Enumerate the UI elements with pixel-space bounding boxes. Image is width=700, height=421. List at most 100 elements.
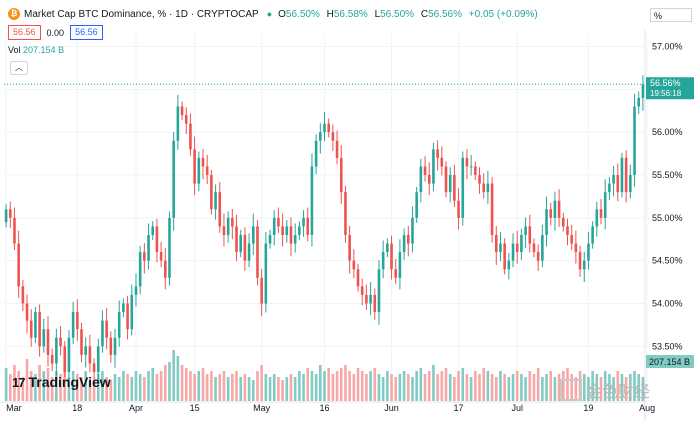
- volume-bar: [352, 374, 356, 401]
- volume-bar: [147, 371, 150, 401]
- candle: [331, 132, 335, 141]
- volume-bar: [616, 371, 620, 401]
- scale-mode-field[interactable]: %: [650, 8, 692, 22]
- candle: [327, 123, 330, 133]
- volume-bar: [210, 371, 213, 401]
- volume-bar: [256, 371, 259, 401]
- candle: [184, 115, 188, 124]
- volume-bar: [528, 371, 532, 401]
- volume-bar: [189, 371, 192, 401]
- volume-bar: [532, 374, 536, 401]
- candle: [260, 277, 263, 304]
- volume-bar: [101, 371, 104, 401]
- volume-bar: [314, 374, 318, 401]
- volume-bar: [268, 377, 272, 401]
- volume-bar: [356, 368, 360, 401]
- candle: [159, 252, 163, 261]
- collapse-legend-button[interactable]: ︿: [10, 61, 28, 75]
- market-status-dot-icon: ●: [266, 9, 273, 19]
- volume-bar: [562, 371, 565, 401]
- candle: [608, 183, 611, 193]
- candle: [591, 226, 594, 244]
- candle: [507, 260, 511, 270]
- jinse-watermark: 金色财经: [560, 378, 650, 402]
- buy-button[interactable]: 56.56: [70, 25, 103, 40]
- x-tick-label: Mar: [6, 403, 22, 413]
- volume-bar: [557, 374, 561, 401]
- volume-bar: [277, 377, 280, 401]
- volume-bar: [344, 365, 347, 401]
- volume-bar: [126, 374, 129, 401]
- candle: [80, 329, 83, 355]
- volume-bar: [545, 374, 548, 401]
- bitcoin-logo-icon: ₿: [8, 8, 20, 20]
- volume-bar: [503, 374, 506, 401]
- volume-bar: [549, 371, 553, 401]
- candle: [566, 226, 569, 235]
- candle: [511, 243, 515, 261]
- candle: [398, 252, 402, 278]
- volume-bar: [603, 371, 607, 401]
- volume-bar: [197, 371, 201, 401]
- candle: [532, 243, 536, 253]
- volume-bar: [494, 377, 498, 401]
- volume-bar: [34, 374, 37, 401]
- volume-bar: [553, 377, 557, 401]
- candle: [599, 209, 603, 218]
- candle: [268, 234, 272, 244]
- candle: [620, 157, 624, 193]
- volume-bar: [348, 371, 351, 401]
- volume-bar: [394, 377, 398, 401]
- candle: [549, 209, 553, 218]
- candle: [381, 252, 385, 270]
- candle: [402, 234, 406, 253]
- candle: [582, 260, 586, 270]
- volume-bar: [624, 377, 628, 401]
- candle: [440, 157, 444, 167]
- volume-bar: [8, 374, 12, 401]
- candle: [323, 123, 326, 133]
- candle: [394, 269, 398, 278]
- tradingview-brand: TradingView: [28, 374, 111, 390]
- volume-bar: [373, 368, 377, 401]
- volume-bar: [4, 368, 8, 401]
- volume-bar: [176, 356, 180, 401]
- volume-bar: [38, 365, 41, 401]
- candle: [272, 217, 276, 235]
- candle: [29, 320, 33, 338]
- candle: [515, 243, 519, 253]
- spread-value: 0.00: [46, 27, 65, 38]
- candle: [453, 175, 456, 201]
- volume-bar: [478, 374, 481, 401]
- volume-bar: [46, 368, 50, 401]
- candle: [603, 192, 607, 218]
- candle: [143, 252, 146, 261]
- volume-bar: [184, 368, 188, 401]
- last-volume-badge: [646, 355, 694, 368]
- symbol-title[interactable]: Market Cap BTC Dominance, % · 1D · CRYPT…: [24, 8, 259, 20]
- volume-bar: [587, 377, 590, 401]
- candle: [541, 234, 544, 261]
- volume-bar: [235, 371, 238, 401]
- candle: [88, 346, 92, 364]
- volume-bar: [92, 377, 96, 401]
- candle: [432, 149, 435, 184]
- volume-bar: [117, 377, 121, 401]
- candle: [180, 106, 184, 116]
- candle: [38, 312, 41, 347]
- volume-bar: [17, 371, 20, 401]
- volume-bar: [298, 371, 301, 401]
- candle: [310, 166, 314, 235]
- candle: [67, 337, 71, 372]
- volume-bar: [260, 365, 263, 401]
- candle: [461, 157, 465, 218]
- candle: [369, 294, 372, 304]
- volume-bar: [369, 371, 372, 401]
- sell-button[interactable]: 56.56: [8, 25, 41, 40]
- volume-bar: [507, 377, 511, 401]
- candle: [293, 234, 297, 244]
- candle: [520, 234, 523, 253]
- volume-bar: [21, 377, 25, 401]
- volume-bar: [84, 371, 87, 401]
